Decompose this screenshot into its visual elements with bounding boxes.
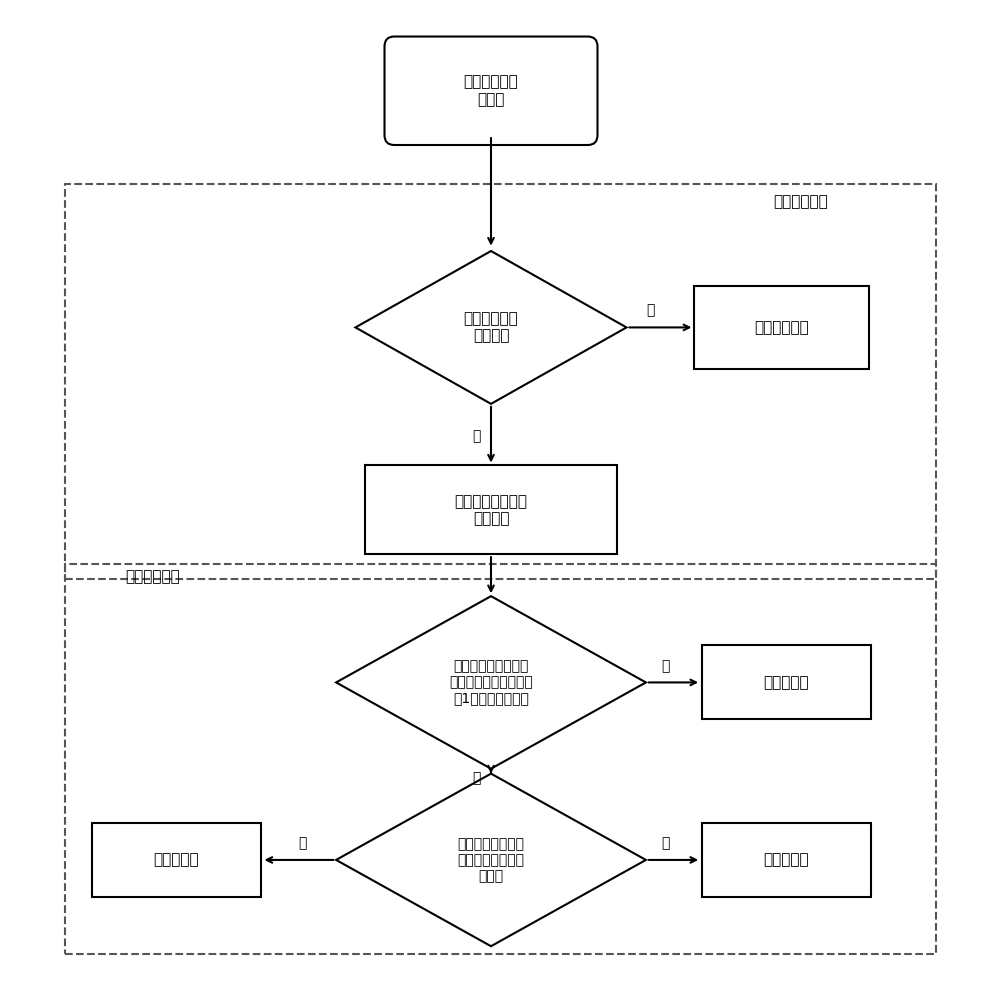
FancyBboxPatch shape [694, 286, 868, 369]
FancyBboxPatch shape [701, 823, 871, 897]
Text: 是: 是 [298, 836, 306, 850]
FancyBboxPatch shape [385, 37, 597, 145]
Text: 监测装置不稳: 监测装置不稳 [754, 320, 809, 335]
Text: 否: 否 [472, 429, 480, 443]
Text: 是: 是 [472, 771, 480, 785]
Text: 否: 否 [661, 836, 670, 850]
Text: 判断数据是否
为死数据: 判断数据是否 为死数据 [464, 311, 518, 344]
Text: 变压器正常: 变压器正常 [153, 852, 199, 867]
Text: 变压器正常: 变压器正常 [763, 675, 809, 690]
Text: 使用去噪算法进行
数据处理: 使用去噪算法进行 数据处理 [455, 494, 527, 526]
Text: 故障报警判断: 故障报警判断 [125, 569, 180, 584]
Text: 是: 是 [646, 304, 655, 318]
FancyBboxPatch shape [91, 823, 261, 897]
Text: 变压器故障: 变压器故障 [763, 852, 809, 867]
FancyBboxPatch shape [701, 645, 871, 719]
Text: 启动数据误报警算
法程序判断是否为
误报警: 启动数据误报警算 法程序判断是否为 误报警 [458, 837, 524, 883]
Text: 根据变压器在线监测
装置测量阈值表（详见
表1）判断是否报警: 根据变压器在线监测 装置测量阈值表（详见 表1）判断是否报警 [449, 659, 533, 706]
Bar [65, 564, 936, 954]
Polygon shape [355, 251, 627, 404]
Polygon shape [336, 774, 646, 946]
Text: 否: 否 [661, 660, 670, 674]
Polygon shape [336, 596, 646, 769]
Text: 不良数据处理: 不良数据处理 [774, 194, 828, 209]
Text: 气体浓度数据
的获取: 气体浓度数据 的获取 [464, 75, 518, 107]
FancyBboxPatch shape [365, 465, 617, 554]
Bar [65, 184, 936, 579]
